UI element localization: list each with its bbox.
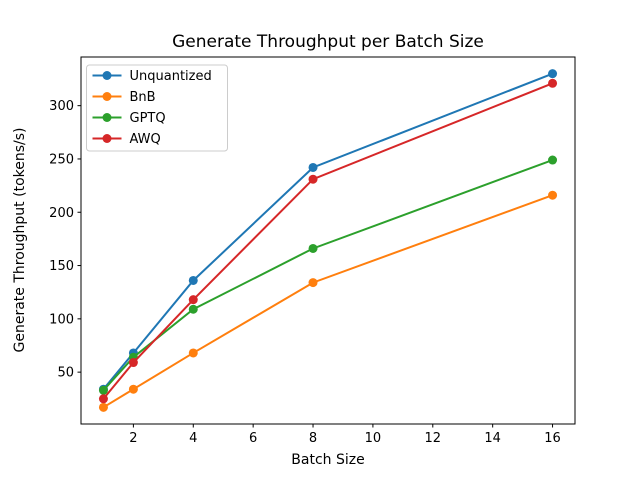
data-point-marker: [98, 402, 108, 412]
series-awq: [98, 78, 558, 404]
y-tick-label: 250: [49, 152, 74, 167]
legend-box: [86, 64, 228, 152]
data-point-marker: [308, 278, 318, 288]
series-unquantized: [98, 69, 558, 394]
legend-label: GPTQ: [130, 111, 166, 126]
y-tick-label: 200: [49, 206, 74, 221]
data-point-marker: [188, 348, 198, 358]
legend: Unquantized BnB GPTQ AWQ: [86, 64, 228, 152]
series-bnb: [98, 190, 558, 412]
x-tick-label: 16: [544, 431, 561, 446]
data-series: [98, 69, 558, 412]
legend-item-bnb: BnB: [92, 90, 156, 105]
y-tick-label: 100: [49, 312, 74, 327]
legend-marker: [102, 92, 112, 101]
x-tick-label: 10: [365, 431, 382, 446]
legend-item-awq: AWQ: [92, 132, 161, 147]
x-axis-label: Batch Size: [291, 452, 364, 468]
y-axis-label: Generate Throughput (tokens/s): [12, 128, 28, 353]
legend-marker: [102, 134, 112, 143]
series-line: [102, 159, 553, 391]
series-line: [102, 194, 553, 409]
x-tick-label: 2: [129, 431, 137, 446]
data-point-marker: [548, 190, 558, 200]
data-point-marker: [128, 384, 138, 394]
data-point-marker: [548, 69, 558, 79]
y-tick-label: 150: [49, 259, 74, 274]
data-point-marker: [188, 275, 198, 285]
legend-item-unquantized: Unquantized: [92, 69, 212, 84]
data-point-marker: [308, 243, 318, 253]
data-point-marker: [548, 78, 558, 88]
axis-ticks: 2 4 6 8 10 12 14 16 50 100 150 200 250 300: [49, 99, 561, 446]
data-point-marker: [188, 295, 198, 305]
data-point-marker: [128, 358, 138, 368]
legend-label: AWQ: [130, 132, 161, 147]
legend-item-gptq: GPTQ: [92, 111, 166, 126]
legend-label: BnB: [130, 90, 156, 105]
x-tick-label: 4: [189, 431, 197, 446]
x-tick-label: 14: [484, 431, 501, 446]
chart-title: Generate Throughput per Batch Size: [172, 32, 484, 52]
data-point-marker: [98, 385, 108, 395]
y-tick-label: 300: [49, 99, 74, 114]
data-point-marker: [188, 304, 198, 314]
plot-area-frame: [80, 56, 576, 425]
data-point-marker: [308, 174, 318, 184]
legend-label: Unquantized: [130, 69, 212, 84]
data-point-marker: [548, 155, 558, 165]
x-tick-label: 8: [309, 431, 317, 446]
legend-marker: [102, 113, 112, 122]
data-point-marker: [308, 162, 318, 172]
y-tick-label: 50: [57, 366, 74, 381]
series-gptq: [98, 155, 558, 395]
x-tick-label: 6: [249, 431, 257, 446]
x-tick-label: 12: [425, 431, 442, 446]
legend-marker: [102, 71, 112, 80]
data-point-marker: [98, 394, 108, 404]
